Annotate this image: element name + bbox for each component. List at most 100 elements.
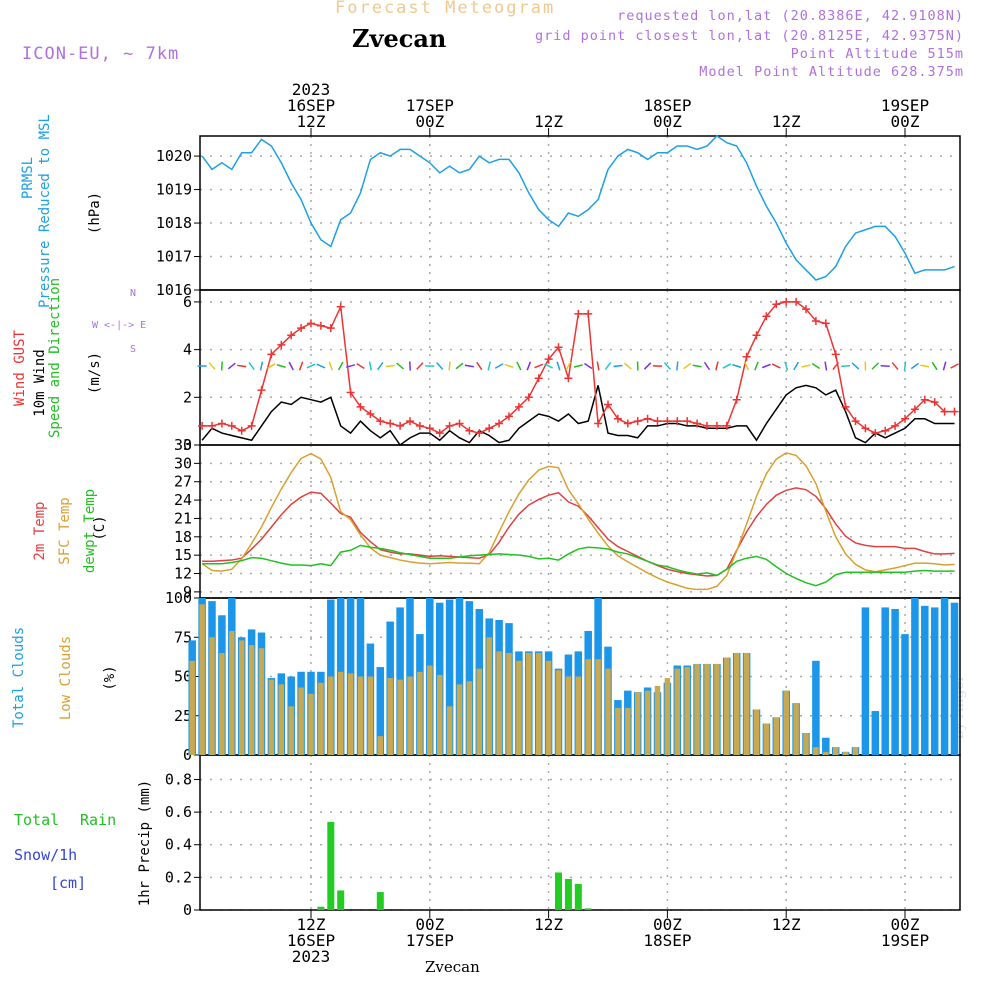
gust-marker — [683, 417, 692, 426]
gust-marker — [257, 386, 266, 395]
gust-marker — [505, 412, 513, 421]
x-tick-label-bottom: 00Z — [653, 915, 682, 934]
wind-arrow — [604, 361, 612, 371]
gust-marker — [782, 297, 791, 306]
y-tick-label: 50 — [174, 668, 192, 686]
y-tick-label: 6 — [183, 293, 192, 311]
gust-marker — [930, 398, 939, 407]
wind-arrow — [761, 363, 771, 369]
wind-arrow — [237, 364, 247, 368]
gust-marker — [475, 429, 484, 438]
gust-marker — [217, 419, 226, 428]
gust-marker — [851, 417, 860, 426]
x-tick-label-bottom: 00Z — [891, 915, 920, 934]
wind-arrow — [851, 362, 860, 370]
low-cloud-bar — [823, 751, 829, 755]
gust-marker — [584, 309, 593, 318]
model-label: ICON-EU, ~ 7km — [22, 44, 180, 64]
rain-bar — [376, 892, 384, 910]
wind-arrow — [377, 361, 384, 371]
wind-arrow — [487, 361, 491, 371]
gust-marker — [366, 410, 375, 418]
low-cloud-bar — [397, 679, 403, 755]
wind-arrow — [526, 361, 532, 371]
gust-marker — [623, 419, 632, 428]
wind-arrow — [910, 362, 919, 370]
total-cloud-bar — [376, 667, 385, 755]
y-tick-label: 0 — [183, 901, 192, 919]
gust-marker — [831, 350, 840, 359]
gust-marker — [792, 297, 801, 306]
gust-marker — [732, 395, 741, 404]
total-cloud-bar — [940, 598, 949, 755]
gust-marker — [821, 319, 830, 328]
x-tick-label-bottom: 16SEP — [287, 931, 335, 950]
wind-arrow — [715, 361, 719, 371]
x-tick-label-top: 12Z — [534, 112, 563, 131]
low-cloud-bar — [258, 648, 265, 755]
low-cloud-bar — [387, 678, 393, 755]
gust-marker — [396, 421, 405, 430]
gust-marker — [673, 417, 682, 426]
low-cloud-bar — [634, 692, 641, 755]
gust-marker — [762, 312, 771, 321]
gust-marker — [861, 424, 870, 433]
low-cloud-bar — [545, 660, 552, 755]
total-cloud-bar — [901, 634, 909, 755]
x-tick-label-bottom: 2023 — [292, 947, 331, 966]
wind-arrow — [771, 363, 781, 369]
low-cloud-bar — [357, 676, 364, 755]
y-tick-label: 18 — [174, 528, 192, 546]
total-cloud-bar — [812, 660, 820, 755]
precip-total-label: Total — [14, 811, 60, 829]
low-cloud-bar — [625, 707, 631, 755]
y-tick-label: 15 — [174, 546, 192, 564]
gust-marker — [247, 421, 256, 430]
wind-arrow — [663, 362, 671, 370]
low-cloud-bar — [456, 684, 463, 755]
total-cloud-bar — [445, 599, 454, 755]
gust-marker — [297, 324, 306, 333]
gust-marker — [643, 414, 652, 423]
x-tick-label-bottom: 00Z — [415, 915, 444, 934]
wind-arrow — [931, 361, 938, 371]
gust-marker — [495, 419, 504, 428]
y-tick-label: 0.2 — [165, 868, 192, 886]
gust-marker — [841, 402, 850, 411]
wind-arrow — [337, 361, 344, 371]
wind-arrow — [643, 362, 652, 370]
gust-marker — [455, 419, 464, 428]
gust-marker — [208, 421, 216, 430]
x-tick-label-top: 00Z — [653, 112, 682, 131]
wind-arrow — [276, 364, 286, 368]
wind-arrow — [368, 361, 372, 371]
wind-arrow — [328, 361, 333, 371]
gust-marker — [712, 421, 721, 430]
gust-marker — [386, 419, 395, 428]
gust-marker — [307, 319, 315, 328]
gust-marker — [227, 421, 236, 430]
gust-marker — [564, 374, 573, 383]
low-cloud-bar — [743, 652, 750, 755]
x-tick-label-top: 19SEP — [881, 96, 929, 115]
gust-marker — [277, 340, 286, 349]
panel-frame — [199, 135, 961, 291]
y-tick-label: 24 — [174, 491, 192, 509]
wind-arrow — [871, 362, 880, 370]
y-tick-label: 1019 — [156, 181, 192, 199]
rain-bar — [564, 879, 572, 910]
low-cloud-bar — [308, 693, 314, 755]
low-cloud-bar — [615, 707, 621, 755]
requested-coordinates: requested lon,lat (20.8386E, 42.9108N) — [617, 8, 964, 24]
gust-marker — [425, 424, 434, 433]
gust-marker — [326, 324, 335, 333]
wind-arrow — [683, 362, 692, 370]
low-cloud-bar — [199, 604, 205, 755]
low-cloud-bar — [842, 751, 849, 755]
temp2m-line — [202, 487, 955, 577]
gust-marker — [891, 421, 900, 430]
wind-speed-line — [201, 384, 955, 447]
wind-arrow — [596, 361, 600, 371]
wind-arrow — [464, 364, 474, 368]
